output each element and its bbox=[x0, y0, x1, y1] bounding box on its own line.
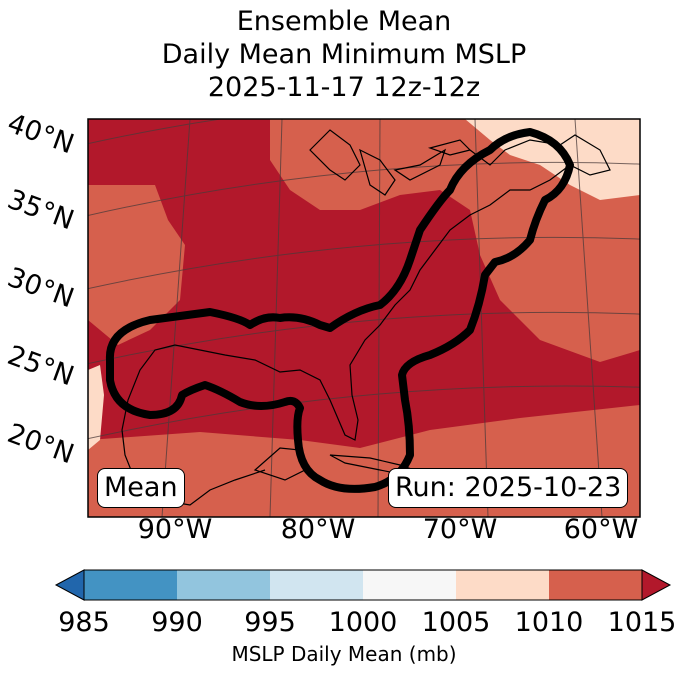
colorbar-bin-995-1000 bbox=[270, 570, 363, 600]
colorbar-extend-high bbox=[641, 569, 672, 601]
colorbar-tick-985: 985 bbox=[58, 607, 110, 638]
mslp-contour-1015 bbox=[105, 128, 574, 493]
run-date-label: Run: 2025-10-23 bbox=[388, 468, 629, 508]
colorbar-extend-low bbox=[54, 569, 85, 601]
title-line-1: Ensemble Mean bbox=[236, 6, 452, 37]
colorbar-tick-1000: 1000 bbox=[328, 607, 398, 638]
mean-label: Mean bbox=[97, 468, 185, 508]
colorbar-bin-1005-1010 bbox=[456, 570, 549, 600]
colorbar-tick-1005: 1005 bbox=[421, 607, 491, 638]
title-line-2: Daily Mean Minimum MSLP bbox=[161, 39, 527, 70]
colorbar-tick-1010: 1010 bbox=[514, 607, 584, 638]
lon-label-80w: 80°W bbox=[280, 514, 356, 545]
colorbar-tick-1015: 1015 bbox=[607, 607, 677, 638]
colorbar-tick-990: 990 bbox=[151, 607, 203, 638]
colorbar-frame bbox=[83, 569, 643, 601]
colorbar-label: MSLP Daily Mean (mb) bbox=[231, 642, 457, 666]
colorbar-bin-990-995 bbox=[177, 570, 270, 600]
colorbar-bin-1000-1005 bbox=[363, 570, 456, 600]
mslp-field-1005-1010-west bbox=[88, 365, 104, 450]
east-coast bbox=[121, 134, 611, 506]
mslp-field-1010-1015-north bbox=[270, 119, 640, 362]
title-line-3: 2025-11-17 12z-12z bbox=[207, 72, 481, 103]
lon-label-90w: 90°W bbox=[137, 514, 213, 545]
great-lakes bbox=[309, 129, 472, 196]
lon-label-70w: 70°W bbox=[422, 514, 498, 545]
colorbar-bin-985-990 bbox=[84, 570, 177, 600]
lon-label-60w: 60°W bbox=[563, 514, 639, 545]
mslp-field-1010-1015-west bbox=[88, 185, 185, 345]
colorbar-tick-995: 995 bbox=[244, 607, 296, 638]
colorbar-bin-1010-1015 bbox=[549, 570, 642, 600]
map-frame bbox=[87, 118, 641, 518]
